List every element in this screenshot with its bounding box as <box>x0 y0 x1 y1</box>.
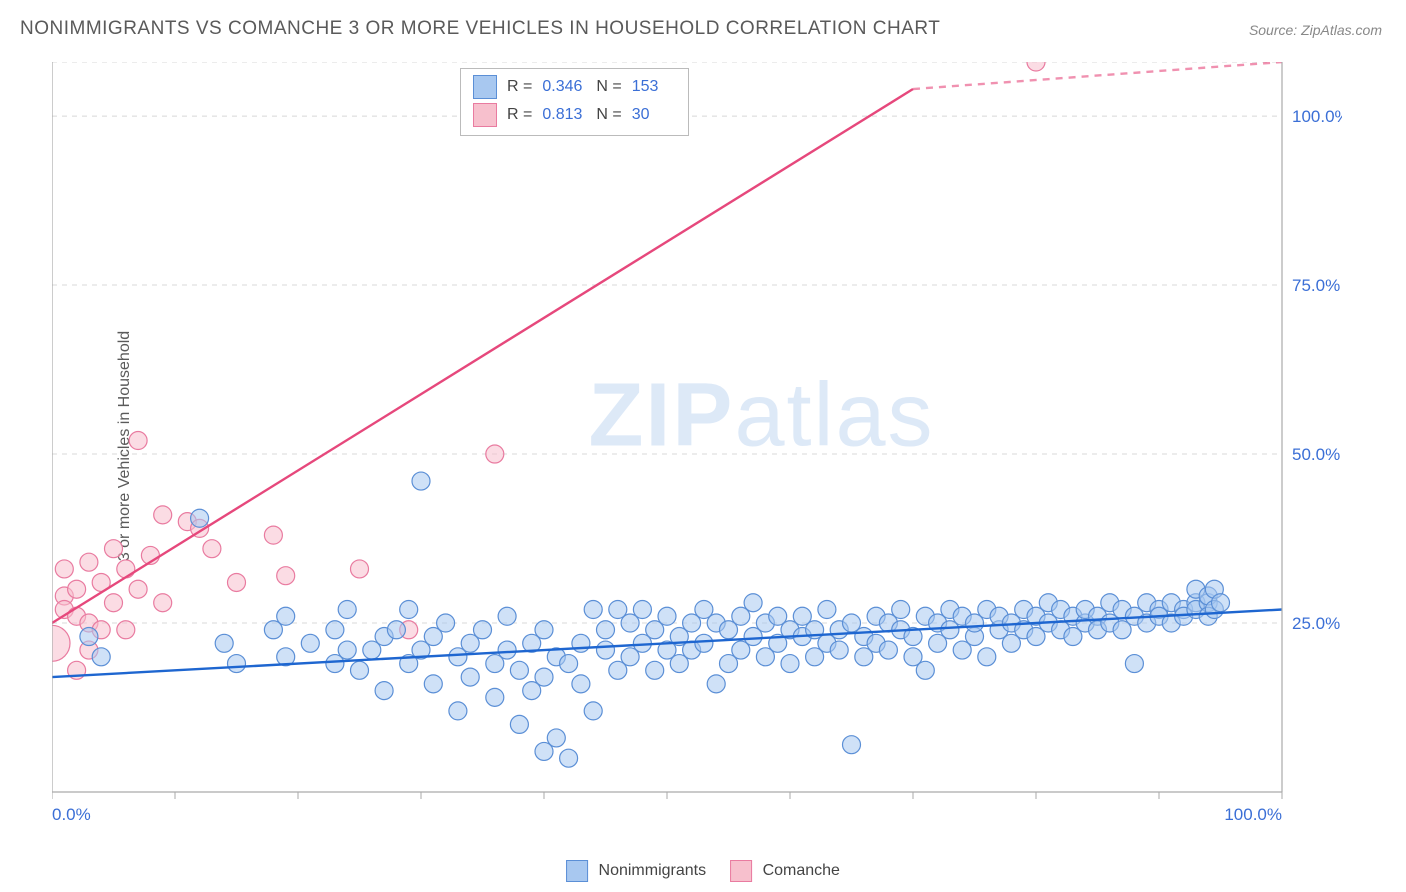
swatch-blue <box>473 75 497 99</box>
svg-text:25.0%: 25.0% <box>1292 614 1340 633</box>
r-value-blue: 0.346 <box>542 78 586 96</box>
n-value-blue: 153 <box>632 78 676 96</box>
chart-area: 0.0%100.0%25.0%50.0%75.0%100.0% ZIPatlas <box>52 62 1342 832</box>
r-value-pink: 0.813 <box>542 106 586 124</box>
r-label: R = <box>507 106 532 124</box>
svg-text:50.0%: 50.0% <box>1292 445 1340 464</box>
svg-text:100.0%: 100.0% <box>1224 805 1282 824</box>
svg-text:100.0%: 100.0% <box>1292 107 1342 126</box>
r-label: R = <box>507 78 532 96</box>
chart-title: NONIMMIGRANTS VS COMANCHE 3 OR MORE VEHI… <box>20 18 940 40</box>
n-value-pink: 30 <box>632 106 676 124</box>
svg-text:75.0%: 75.0% <box>1292 276 1340 295</box>
scatter-plot: 0.0% 100.0% 25.0% 50.0% 75.0% 100.0% <box>52 62 1342 832</box>
n-label: N = <box>596 106 621 124</box>
source-attribution: Source: ZipAtlas.com <box>1249 22 1382 38</box>
correlation-stats-box: R = 0.346 N = 153 R = 0.813 N = 30 <box>460 68 689 136</box>
legend-label-pink: Comanche <box>763 862 840 879</box>
series-legend: Nonimmigrants Comanche <box>566 860 840 882</box>
n-label: N = <box>596 78 621 96</box>
stats-row-pink: R = 0.813 N = 30 <box>473 101 676 129</box>
legend-swatch-pink <box>730 860 752 882</box>
svg-text:0.0%: 0.0% <box>52 805 91 824</box>
legend-label-blue: Nonimmigrants <box>599 862 707 879</box>
stats-row-blue: R = 0.346 N = 153 <box>473 73 676 101</box>
legend-item-pink: Comanche <box>730 860 840 882</box>
legend-swatch-blue <box>566 860 588 882</box>
legend-item-blue: Nonimmigrants <box>566 860 706 882</box>
swatch-pink <box>473 103 497 127</box>
